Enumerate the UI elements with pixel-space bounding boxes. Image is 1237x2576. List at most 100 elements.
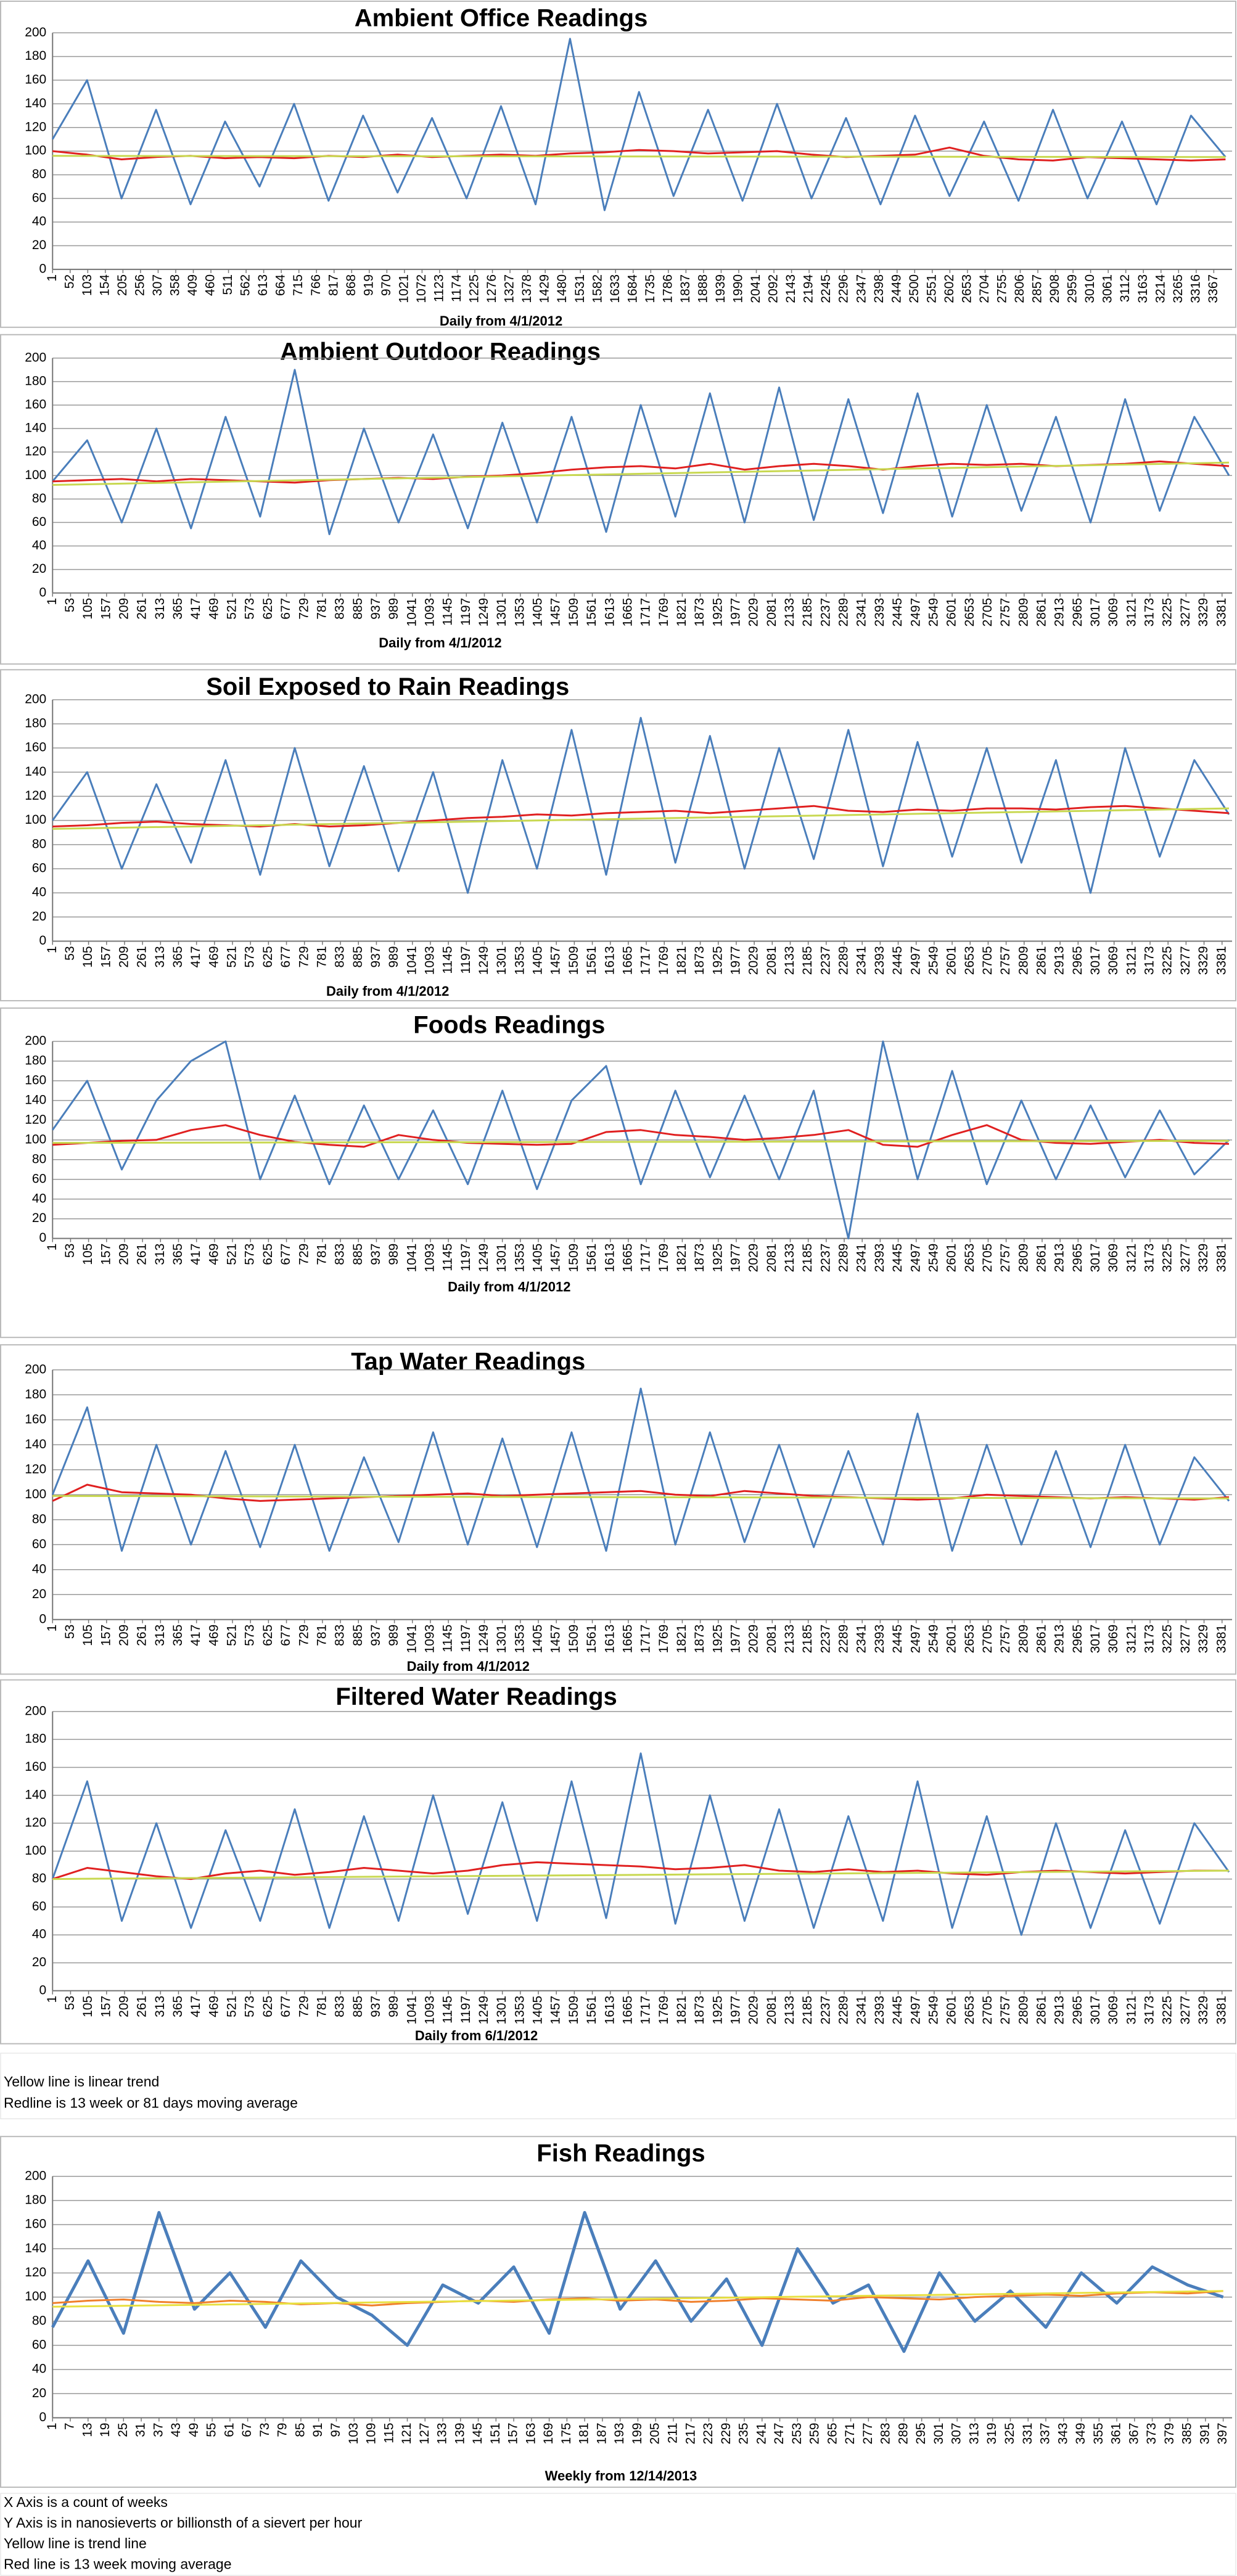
x-tick-label: 283 (879, 2422, 893, 2444)
x-tick-label: 885 (351, 946, 365, 967)
x-tick-label: 2653 (963, 598, 977, 627)
x-tick-label: 2965 (1071, 598, 1085, 627)
x-tick-label: 1405 (531, 1996, 545, 2025)
x-tick-label: 2913 (1053, 1244, 1067, 1273)
x-tick-label: 2445 (890, 946, 905, 975)
x-tick-label: 1888 (696, 274, 710, 303)
y-tick-label: 160 (25, 2217, 46, 2231)
x-tick-label: 3112 (1118, 274, 1132, 302)
x-tick-label: 2705 (980, 598, 995, 627)
x-tick-label: 2398 (872, 274, 886, 303)
x-tick-label: 3069 (1106, 946, 1120, 975)
x-tick-label: 937 (369, 946, 383, 967)
x-tick-label: 1457 (549, 1996, 563, 2025)
x-tick-label: 2653 (963, 946, 977, 975)
x-tick-label: 833 (333, 946, 347, 967)
y-tick-label: 0 (39, 933, 47, 948)
x-tick-label: 1613 (602, 1625, 617, 1654)
x-tick-label: 1123 (432, 274, 446, 302)
x-tick-label: 2601 (945, 1625, 959, 1654)
y-tick-label: 200 (25, 1034, 46, 1048)
x-tick-label: 2705 (980, 1996, 995, 2025)
y-tick-label: 80 (32, 1512, 46, 1526)
note: Yellow line is trend line (4, 2535, 147, 2551)
series-line (51, 1387, 1230, 1552)
x-tick-label: 2959 (1066, 274, 1080, 303)
x-axis-label: Daily from 4/1/2012 (379, 635, 501, 650)
x-tick-label: 511 (221, 274, 235, 295)
y-tick-label: 120 (25, 1816, 46, 1830)
x-tick-label: 1977 (729, 946, 743, 975)
x-tick-label: 2809 (1016, 1625, 1030, 1654)
x-tick-label: 469 (207, 1244, 221, 1265)
x-tick-label: 337 (1038, 2422, 1053, 2444)
x-tick-label: 2861 (1035, 1625, 1049, 1654)
y-tick-label: 140 (25, 421, 46, 435)
x-tick-label: 2497 (908, 598, 923, 627)
x-tick-label: 265 (825, 2422, 839, 2444)
x-tick-label: 417 (189, 598, 203, 620)
x-tick-label: 729 (297, 1244, 311, 1265)
x-tick-label: 2549 (926, 946, 940, 975)
x-tick-label: 365 (171, 1996, 185, 2017)
x-tick-label: 2809 (1016, 1996, 1030, 2025)
y-tick-label: 40 (32, 215, 46, 229)
x-tick-label: 3121 (1124, 1244, 1138, 1273)
y-tick-label: 20 (32, 909, 46, 924)
y-tick-label: 60 (32, 191, 46, 205)
note: Red line is 13 week moving average (4, 2556, 231, 2572)
x-tick-label: 2497 (908, 946, 923, 975)
x-tick-label: 2913 (1053, 946, 1067, 975)
x-tick-label: 2081 (765, 946, 779, 975)
x-tick-label: 313 (153, 1244, 167, 1265)
x-tick-label: 781 (314, 946, 329, 967)
x-tick-label: 3173 (1143, 946, 1157, 975)
chart-title: Filtered Water Readings (335, 1683, 617, 1710)
x-tick-label: 766 (309, 274, 323, 296)
x-tick-label: 2861 (1035, 946, 1049, 975)
series-line (51, 1752, 1230, 1936)
x-tick-label: 2081 (765, 1244, 779, 1273)
x-tick-label: 103 (80, 274, 94, 296)
x-tick-label: 3017 (1088, 598, 1103, 627)
x-axis-label: Daily from 4/1/2012 (440, 313, 562, 329)
y-tick-label: 60 (32, 861, 46, 876)
x-tick-label: 1353 (512, 1625, 527, 1654)
x-tick-label: 1509 (567, 1996, 581, 2025)
x-tick-label: 2549 (926, 1625, 940, 1654)
x-tick-label: 53 (63, 598, 77, 612)
x-tick-label: 613 (256, 274, 270, 296)
x-tick-label: 1378 (520, 274, 534, 303)
x-tick-label: 313 (967, 2422, 981, 2444)
note: Yellow line is linear trend (4, 2074, 159, 2090)
y-tick-label: 160 (25, 73, 46, 87)
x-tick-label: 3329 (1196, 598, 1210, 627)
note: Redline is 13 week or 81 days moving ave… (4, 2095, 298, 2111)
x-tick-label: 2237 (818, 1996, 832, 2025)
x-tick-label: 2602 (942, 274, 956, 303)
x-tick-label: 833 (333, 598, 347, 620)
x-tick-label: 2237 (818, 598, 832, 627)
x-tick-label: 105 (81, 598, 95, 620)
x-tick-label: 460 (203, 274, 218, 296)
x-tick-label: 52 (62, 274, 76, 289)
x-tick-label: 2601 (945, 946, 959, 975)
x-tick-label: 397 (1215, 2422, 1230, 2444)
series-line (52, 155, 1226, 158)
x-tick-label: 3277 (1178, 1996, 1193, 2025)
x-tick-label: 49 (187, 2422, 201, 2437)
x-tick-label: 3214 (1153, 274, 1167, 303)
x-tick-label: 209 (117, 1244, 131, 1265)
x-tick-label: 121 (400, 2422, 414, 2444)
y-tick-label: 0 (39, 261, 47, 276)
x-tick-label: 2341 (855, 1996, 869, 2025)
y-tick-label: 20 (32, 1587, 46, 1601)
x-tick-label: 3069 (1106, 1244, 1120, 1273)
x-tick-label: 1769 (657, 598, 671, 627)
x-tick-label: 2705 (980, 946, 995, 975)
x-tick-label: 2081 (765, 1625, 779, 1654)
x-tick-label: 2237 (818, 946, 832, 975)
x-tick-label: 1301 (495, 1625, 509, 1654)
y-tick-label: 20 (32, 1211, 46, 1225)
x-tick-label: 295 (914, 2422, 928, 2444)
